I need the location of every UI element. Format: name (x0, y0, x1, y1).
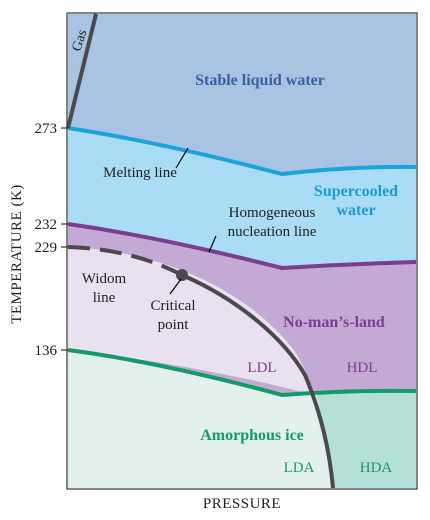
hda-region (316, 390, 416, 488)
lda-label: LDA (284, 460, 315, 476)
amorphous-ice-label: Amorphous ice (200, 427, 304, 444)
ldl-hdl-coexistence-line (181, 273, 335, 489)
melting-line-leader (175, 147, 189, 169)
y-tick-label-229: 229 (35, 240, 58, 256)
y-tick-label-136: 136 (35, 343, 58, 359)
ldl-label: LDL (247, 360, 276, 376)
homogeneous-nucleation-line (67, 222, 417, 271)
gas-label: Gas (70, 28, 91, 53)
stable-liquid-label: Stable liquid water (195, 72, 325, 89)
x-axis-title: PRESSURE (203, 496, 281, 512)
critical-point-leader (169, 278, 182, 295)
widom-line (67, 245, 183, 277)
y-tick-label-232: 232 (35, 217, 58, 233)
widom-line-label-line1: Widom (82, 271, 127, 287)
nucleation-line-label-line1: Homogeneous (229, 205, 316, 221)
melting-line-label: Melting line (103, 165, 177, 181)
y-axis-title: TEMPERATURE (K) (9, 184, 25, 324)
stable-liquid-region (68, 14, 416, 174)
hdl-label: HDL (347, 360, 378, 376)
melting-line (67, 126, 417, 177)
ldl-region (68, 247, 314, 395)
supercooled-label-line1: Supercooled (314, 183, 398, 200)
supercooled-label-line2: water (336, 202, 375, 219)
critical-point-label-line1: Critical (151, 298, 196, 314)
amorphous-transition-line (67, 348, 417, 398)
nucleation-line-label-line2: nucleation line (228, 224, 317, 240)
y-tick-label-273: 273 (35, 121, 58, 137)
lda-region (68, 350, 333, 488)
supercooled-region (68, 128, 416, 268)
critical-point-label-line2: point (158, 317, 190, 333)
nucleation-line-leader (208, 235, 217, 253)
critical-point-marker (176, 269, 188, 281)
no-mans-land-label: No-man’s-land (283, 314, 385, 331)
plot-frame (66, 12, 418, 490)
gas-line (66, 13, 98, 129)
widom-line-label-line2: line (93, 290, 116, 306)
hda-label: HDA (360, 460, 393, 476)
